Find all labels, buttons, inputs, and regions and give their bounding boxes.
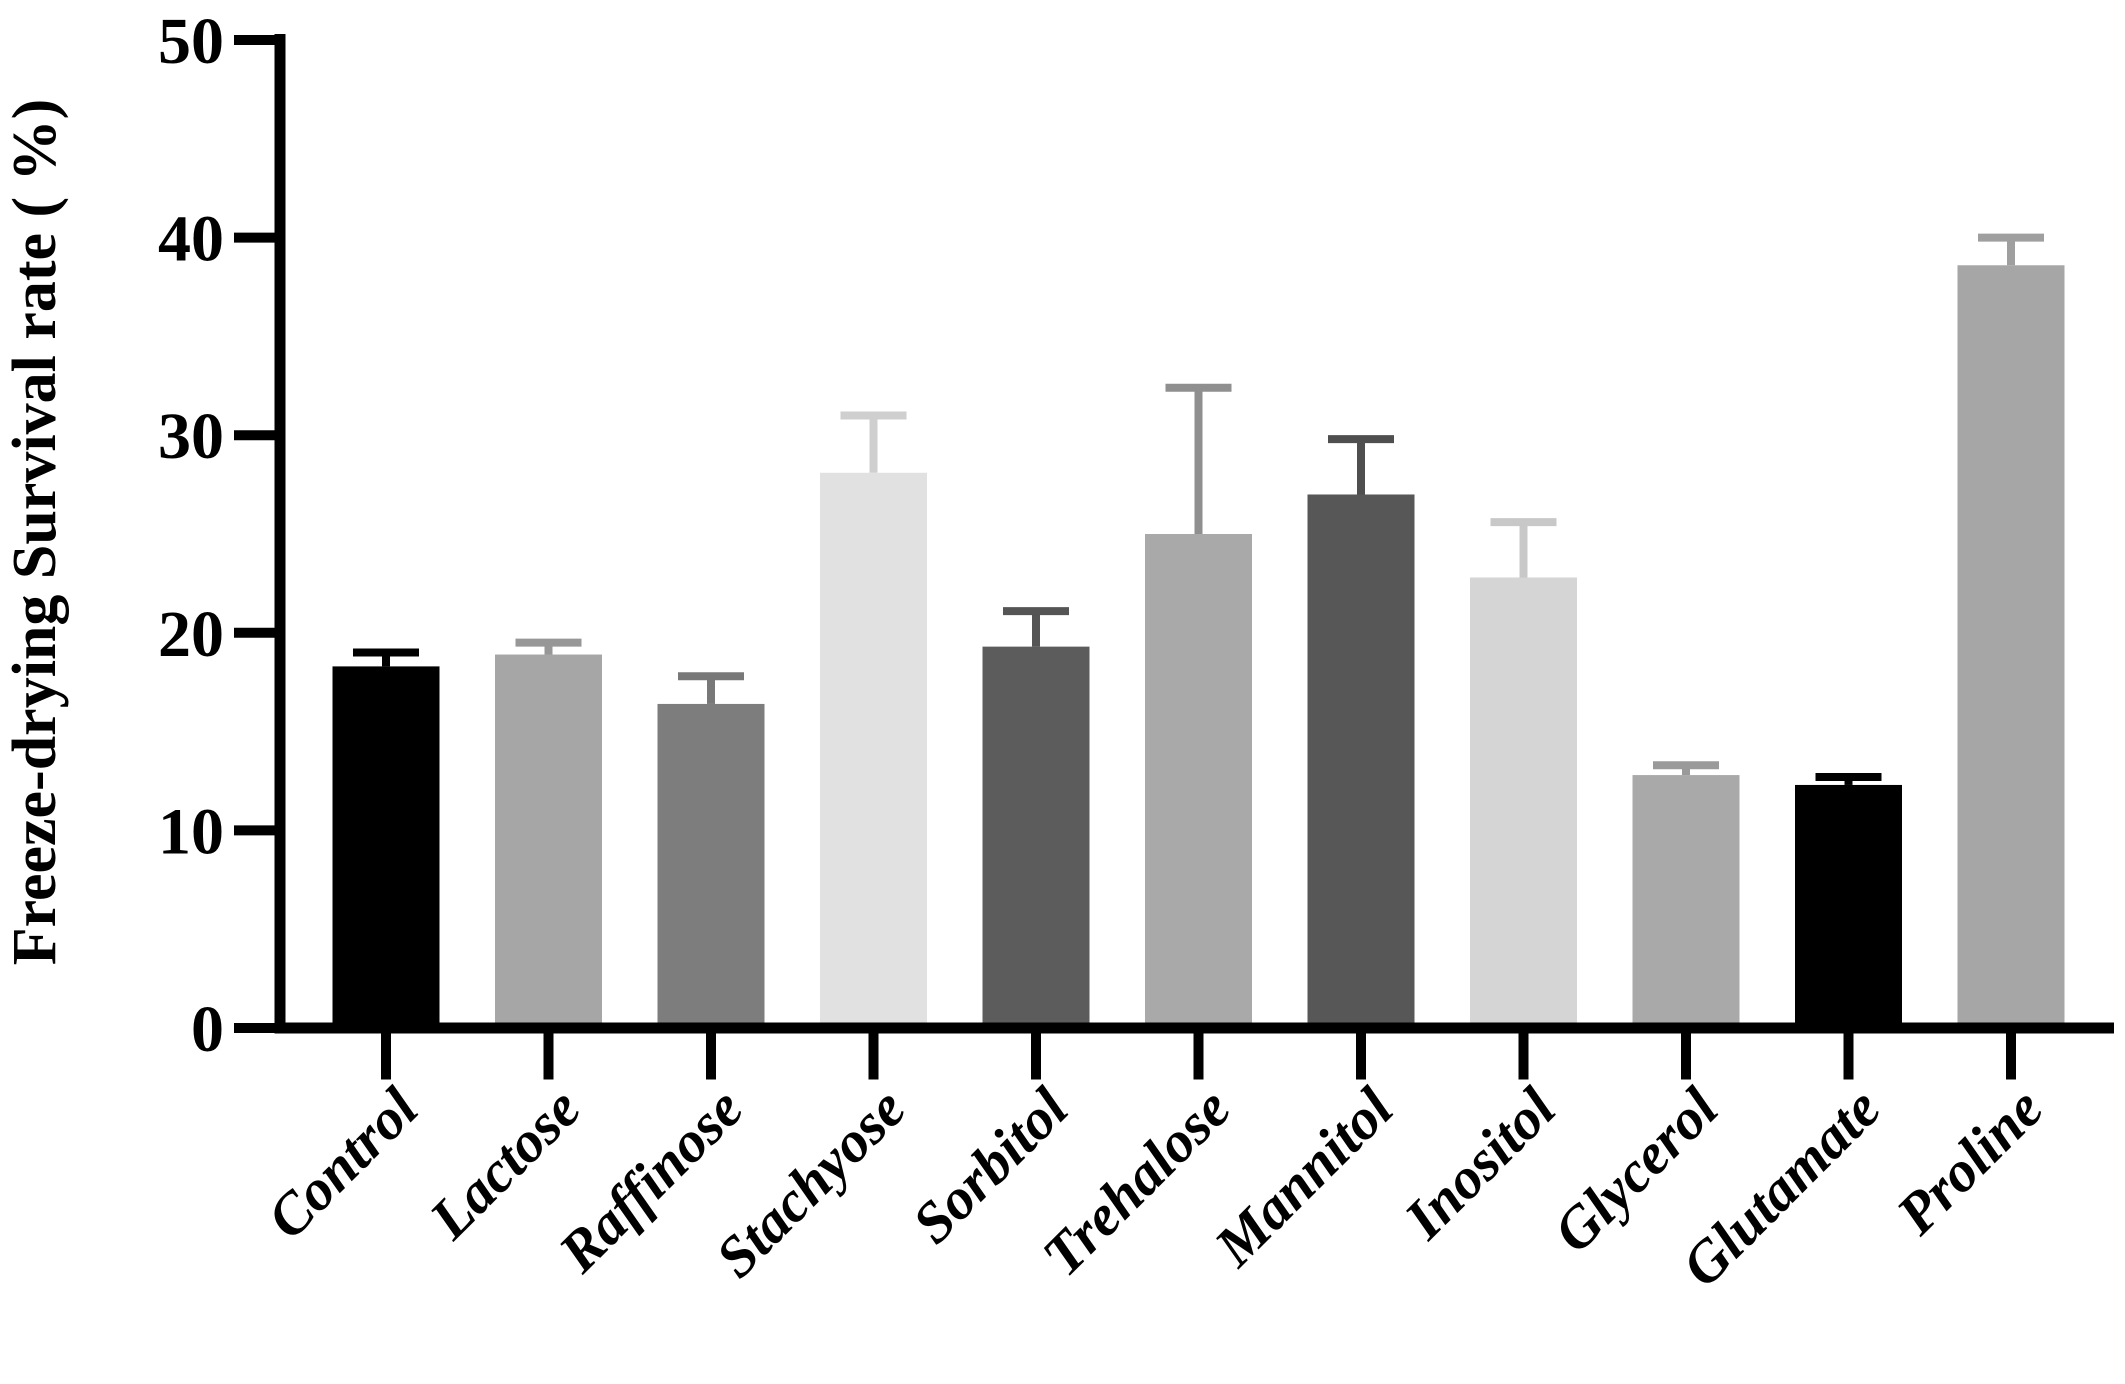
bar-sorbitol	[982, 646, 1090, 1028]
error-bars-layer	[353, 233, 2044, 785]
y-tick-label-40: 40	[158, 203, 224, 276]
y-tick-label-10: 10	[158, 795, 224, 868]
bar-raffinose	[657, 703, 765, 1028]
bar-proline	[1957, 265, 2065, 1028]
bar-lactose	[495, 654, 602, 1028]
bar-glycerol	[1632, 775, 1740, 1028]
y-tick-label-0: 0	[191, 993, 224, 1066]
labels-layer: ControlLactoseRaffinoseStachyoseSorbitol…	[158, 5, 2055, 1299]
bars-layer	[332, 265, 2065, 1029]
bar-control	[332, 666, 440, 1028]
x-category-label-proline: Proline	[1883, 1075, 2055, 1247]
y-tick-label-50: 50	[158, 5, 224, 78]
axes-layer	[234, 34, 2114, 1080]
x-category-label-inositol: Inositol	[1391, 1075, 1568, 1252]
bar-trehalose	[1145, 534, 1252, 1028]
bar-mannitol	[1307, 494, 1415, 1029]
bar-stachyose	[820, 472, 927, 1028]
bar-glutamate	[1795, 784, 1902, 1028]
x-category-label-mannitol: Mannitol	[1201, 1075, 1406, 1280]
x-category-label-control: Control	[254, 1075, 431, 1252]
bar-inositol	[1470, 577, 1577, 1028]
y-tick-label-20: 20	[158, 598, 224, 671]
y-axis-title: Freeze-drying Survival rate ( %)	[1, 99, 69, 966]
y-tick-label-30: 30	[158, 400, 224, 473]
